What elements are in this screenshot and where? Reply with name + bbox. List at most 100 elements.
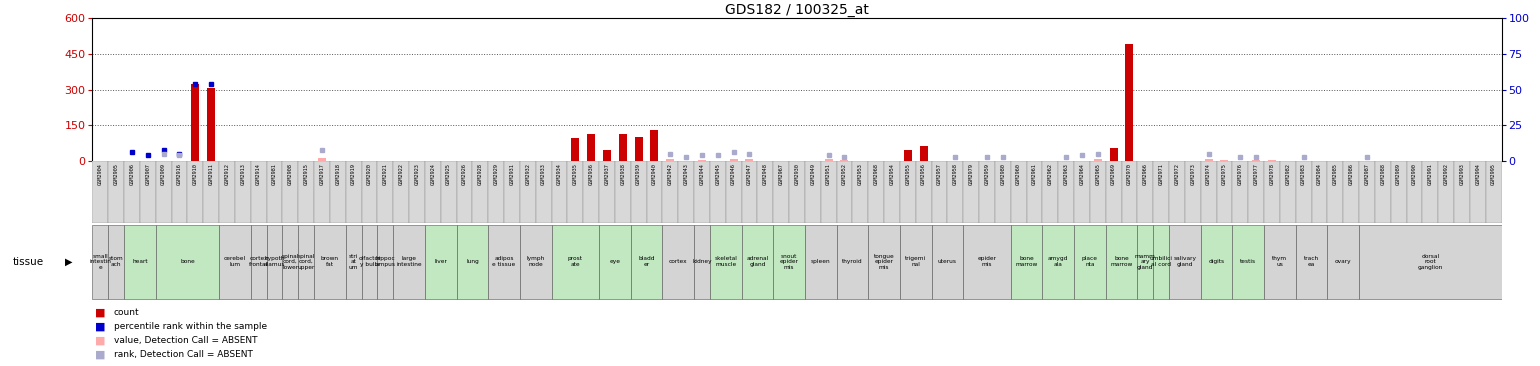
Bar [899, 161, 916, 223]
Bar [1375, 161, 1391, 223]
Text: GSM2989: GSM2989 [1397, 163, 1401, 185]
Text: GSM2977: GSM2977 [1254, 163, 1258, 185]
Text: GSM2944: GSM2944 [699, 163, 704, 185]
Bar [1486, 161, 1502, 223]
Bar [1153, 225, 1169, 299]
Bar [1110, 148, 1118, 161]
Text: GSM2949: GSM2949 [810, 163, 815, 185]
Text: bone
marrow: bone marrow [1110, 257, 1132, 267]
Text: salivary
gland: salivary gland [1173, 257, 1197, 267]
Text: ■: ■ [95, 336, 106, 346]
Text: GSM2906: GSM2906 [129, 163, 134, 185]
Bar [1121, 161, 1138, 223]
Text: hypoth
alamus: hypoth alamus [263, 257, 285, 267]
Bar [1201, 225, 1232, 299]
Bar [125, 161, 140, 223]
Text: GSM2932: GSM2932 [525, 163, 530, 185]
Bar [947, 161, 962, 223]
Bar [1201, 161, 1217, 223]
Bar [125, 225, 156, 299]
Text: GSM2921: GSM2921 [383, 163, 388, 185]
Text: GSM2970: GSM2970 [1127, 163, 1132, 185]
Bar [1280, 161, 1295, 223]
Bar [599, 225, 631, 299]
Text: epider
mis: epider mis [978, 257, 996, 267]
Bar [1232, 225, 1264, 299]
Bar [1252, 160, 1260, 161]
Text: trach
ea: trach ea [1304, 257, 1320, 267]
Bar [1406, 161, 1423, 223]
Text: GSM2910: GSM2910 [192, 163, 197, 185]
Bar [745, 159, 753, 161]
Bar [362, 225, 377, 299]
Text: adipos
e tissue: adipos e tissue [493, 257, 516, 267]
Bar [587, 134, 594, 161]
Text: cortex
frontal: cortex frontal [249, 257, 268, 267]
Text: GSM2904: GSM2904 [99, 163, 103, 185]
Bar [962, 161, 979, 223]
Text: GSM2980: GSM2980 [1001, 163, 1006, 185]
Bar [962, 225, 1010, 299]
Bar [1010, 225, 1043, 299]
Text: ovary: ovary [1335, 259, 1352, 264]
Text: GSM2975: GSM2975 [1221, 163, 1227, 185]
Bar [1169, 161, 1184, 223]
Text: GSM2933: GSM2933 [541, 163, 547, 185]
Bar [1264, 161, 1280, 223]
Bar [758, 161, 773, 223]
Bar [678, 161, 695, 223]
Bar [191, 85, 199, 161]
Text: GSM2976: GSM2976 [1238, 163, 1243, 185]
Text: GSM2905: GSM2905 [114, 163, 119, 185]
Text: eye: eye [610, 259, 621, 264]
Text: GSM2942: GSM2942 [668, 163, 673, 185]
Text: GSM2934: GSM2934 [557, 163, 562, 185]
Text: ■: ■ [95, 350, 106, 360]
Bar [1249, 161, 1264, 223]
Text: testis: testis [1240, 259, 1257, 264]
Text: GSM2955: GSM2955 [906, 163, 910, 185]
Text: spinal
cord,
upper: spinal cord, upper [297, 254, 314, 270]
Bar [314, 225, 345, 299]
Text: GSM2909: GSM2909 [162, 163, 166, 185]
Text: GSM2928: GSM2928 [477, 163, 484, 185]
Bar [282, 225, 299, 299]
Bar [1217, 161, 1232, 223]
Text: GSM2972: GSM2972 [1175, 163, 1180, 185]
Text: GSM2913: GSM2913 [240, 163, 245, 185]
Bar [156, 161, 171, 223]
Text: thym
us: thym us [1272, 257, 1287, 267]
Bar [208, 89, 216, 161]
Text: GSM2936: GSM2936 [588, 163, 593, 185]
Bar [504, 161, 521, 223]
Bar [236, 161, 251, 223]
Bar [730, 159, 738, 161]
Title: GDS182 / 100325_at: GDS182 / 100325_at [725, 3, 869, 17]
Bar [425, 225, 456, 299]
Bar [773, 225, 805, 299]
Bar [788, 161, 805, 223]
Text: tissue: tissue [12, 257, 43, 267]
Bar [266, 225, 282, 299]
Bar [362, 161, 377, 223]
Bar [662, 161, 678, 223]
Bar [299, 225, 314, 299]
Bar [551, 225, 599, 299]
Text: GSM2929: GSM2929 [494, 163, 499, 185]
Bar [1295, 225, 1327, 299]
Bar [251, 225, 266, 299]
Bar [345, 161, 362, 223]
Text: GSM2912: GSM2912 [225, 163, 229, 185]
Text: skeletal
muscle: skeletal muscle [715, 257, 738, 267]
Bar [1090, 161, 1106, 223]
Bar [904, 150, 912, 161]
Bar [1010, 161, 1027, 223]
Text: GSM2922: GSM2922 [399, 163, 403, 185]
Bar [1358, 225, 1502, 299]
Text: GSM2973: GSM2973 [1190, 163, 1195, 185]
Bar [203, 161, 219, 223]
Bar [599, 161, 614, 223]
Text: umbilici
al cord: umbilici al cord [1149, 257, 1172, 267]
Bar [188, 161, 203, 223]
Text: GSM2978: GSM2978 [1269, 163, 1275, 185]
